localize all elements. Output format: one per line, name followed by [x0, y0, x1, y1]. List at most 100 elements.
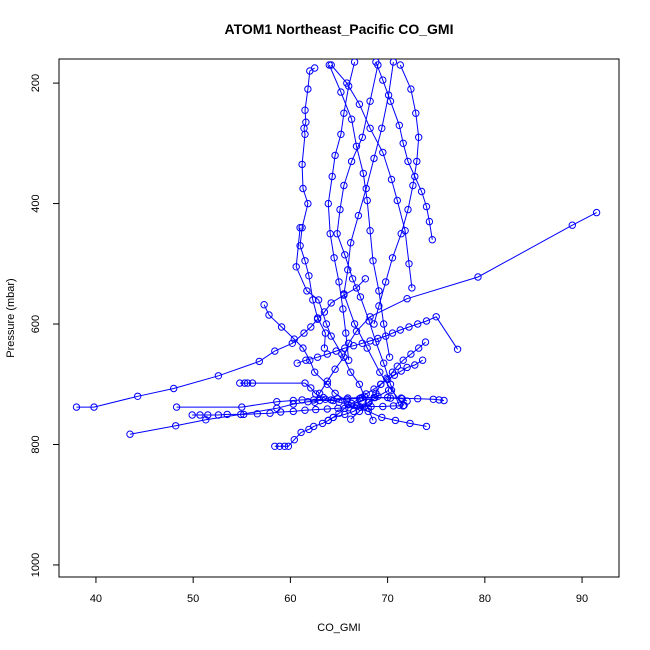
data-point	[387, 175, 396, 184]
series-18	[293, 313, 462, 367]
data-point	[417, 187, 426, 196]
data-point	[412, 109, 420, 117]
data-point	[335, 398, 343, 406]
data-point	[376, 368, 384, 376]
data-point	[388, 329, 397, 337]
series-11	[260, 301, 431, 431]
series-line	[373, 64, 420, 325]
data-point	[214, 411, 223, 419]
x-axis-label: CO_GMI	[317, 622, 360, 634]
data-point	[379, 402, 387, 411]
data-point	[347, 157, 356, 166]
data-point	[358, 133, 366, 142]
y-axis: 200 400 600 800 1000	[30, 74, 59, 577]
data-point	[318, 419, 327, 428]
data-point	[389, 402, 398, 410]
data-point	[340, 181, 348, 190]
data-point	[277, 323, 286, 331]
series-line	[328, 359, 423, 421]
data-point	[415, 133, 423, 142]
data-point	[432, 313, 440, 321]
data-point	[358, 339, 366, 347]
data-point	[347, 368, 355, 376]
data-point	[313, 353, 322, 361]
data-point	[428, 236, 436, 244]
data-point	[340, 353, 348, 361]
data-point	[277, 408, 285, 416]
data-point	[362, 390, 370, 398]
y-tick-label: 600	[30, 315, 42, 333]
data-point	[399, 402, 407, 410]
data-point	[408, 284, 416, 292]
data-point	[188, 411, 196, 419]
data-point	[355, 395, 364, 403]
data-point	[415, 344, 423, 352]
series-14	[188, 402, 407, 419]
data-point	[327, 299, 335, 307]
data-point	[311, 368, 319, 376]
data-point	[329, 413, 337, 422]
data-point	[363, 196, 371, 205]
data-point	[404, 157, 412, 166]
data-point	[356, 293, 365, 301]
data-point	[296, 242, 304, 250]
x-tick-label: 40	[90, 593, 102, 605]
data-point	[384, 386, 393, 394]
data-point	[341, 404, 349, 412]
data-point	[399, 139, 407, 148]
data-point	[335, 278, 343, 286]
series-layer	[72, 59, 601, 450]
data-point	[474, 273, 482, 281]
data-point	[299, 184, 307, 193]
data-point	[335, 409, 343, 417]
data-point	[292, 263, 300, 271]
data-point	[366, 227, 374, 235]
data-point	[293, 359, 301, 367]
x-tick-label: 80	[479, 593, 491, 605]
data-point	[374, 61, 382, 69]
data-point	[413, 157, 421, 166]
data-point	[347, 415, 355, 423]
data-point	[323, 350, 331, 358]
data-point	[343, 395, 351, 403]
data-point	[170, 384, 178, 393]
data-point	[404, 205, 412, 214]
data-point	[280, 442, 289, 450]
data-point	[403, 295, 411, 303]
data-point	[360, 403, 368, 411]
data-point	[305, 272, 313, 280]
data-point	[388, 254, 397, 262]
data-point	[301, 106, 309, 114]
data-point	[341, 344, 349, 352]
data-point	[271, 442, 279, 450]
data-point	[298, 224, 306, 232]
series-line	[314, 212, 597, 403]
data-point	[429, 395, 437, 403]
data-point	[370, 385, 378, 393]
data-point	[314, 296, 323, 304]
data-point	[425, 217, 434, 226]
data-point	[337, 130, 345, 139]
data-point	[347, 239, 355, 247]
data-point	[331, 365, 339, 373]
data-point	[389, 59, 398, 66]
data-point	[331, 151, 339, 160]
data-point	[421, 338, 430, 346]
data-point	[440, 396, 448, 405]
data-point	[289, 407, 297, 416]
data-point	[301, 379, 309, 387]
data-point	[344, 266, 352, 274]
data-point	[303, 287, 311, 295]
data-point	[327, 332, 335, 340]
data-point	[414, 320, 422, 328]
data-point	[337, 88, 345, 96]
data-point	[301, 257, 309, 265]
data-point	[395, 121, 403, 130]
series-1	[296, 64, 330, 352]
x-tick-label: 50	[187, 593, 199, 605]
data-point	[378, 413, 386, 422]
data-point	[347, 115, 356, 123]
data-point	[354, 211, 363, 220]
data-point	[284, 442, 293, 450]
data-point	[271, 347, 279, 355]
